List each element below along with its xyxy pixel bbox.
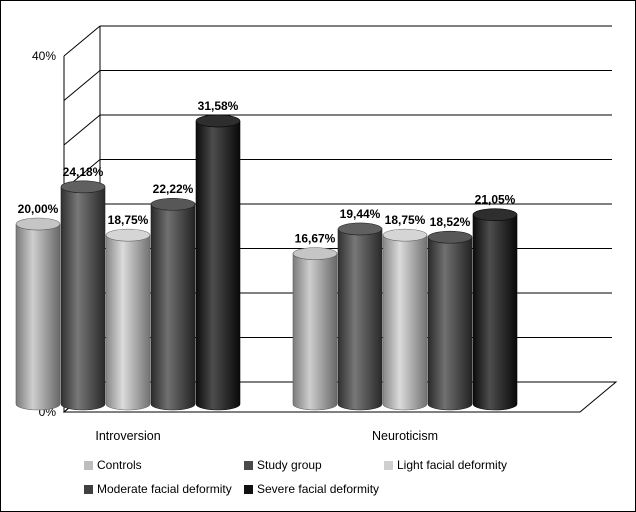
legend-swatch <box>84 484 93 494</box>
y-tick-label: 40% <box>32 49 56 63</box>
bar <box>382 235 428 411</box>
data-label: 19,44% <box>340 207 381 221</box>
legend-label: Moderate facial deformity <box>97 482 232 496</box>
legend-item: Light facial deformity <box>384 458 507 472</box>
legend-item: Study group <box>244 458 322 472</box>
bar-top <box>382 228 428 242</box>
bar <box>472 214 518 411</box>
legend-label: Light facial deformity <box>397 458 508 472</box>
data-label: 18,75% <box>385 213 426 227</box>
data-label: 20,00% <box>18 202 59 216</box>
x-tick-label: Neuroticism <box>372 429 438 443</box>
legend-swatch <box>384 460 393 470</box>
x-tick-label: Introversion <box>95 429 160 443</box>
legend-label: Study group <box>257 458 322 472</box>
data-label: 18,75% <box>108 213 149 227</box>
bar-top <box>472 208 518 221</box>
bar <box>150 204 196 411</box>
data-label: 22,22% <box>153 182 194 196</box>
data-label: 24,18% <box>63 165 104 179</box>
bar-top <box>150 197 196 211</box>
gridline-side-6 <box>63 114 101 146</box>
legend-swatch <box>244 484 253 494</box>
bar <box>337 228 383 411</box>
gridline-side-8 <box>63 25 101 57</box>
data-label: 16,67% <box>295 232 336 246</box>
bar-top <box>427 230 473 244</box>
bar-top <box>292 247 338 260</box>
bar-top <box>15 217 61 231</box>
bar-top <box>337 222 383 236</box>
bar-top <box>105 228 151 242</box>
gridline-side-7 <box>63 70 101 101</box>
legend-item: Severe facial deformity <box>244 482 379 496</box>
data-label: 21,05% <box>475 193 516 207</box>
bar <box>105 235 151 411</box>
bar <box>60 186 106 411</box>
data-label: 18,52% <box>430 215 471 229</box>
legend-label: Controls <box>97 458 142 472</box>
data-label: 31,58% <box>198 99 239 113</box>
bar-top <box>195 114 241 128</box>
legend-label: Severe facial deformity <box>257 482 380 496</box>
legend-swatch <box>244 460 253 470</box>
bar <box>195 120 241 411</box>
legend-item: Moderate facial deformity <box>84 482 232 496</box>
legend-swatch <box>84 460 93 470</box>
legend-item: Controls <box>84 458 142 472</box>
bar <box>15 223 61 411</box>
bar <box>292 253 338 411</box>
bar-top <box>60 180 106 194</box>
bar <box>427 237 473 411</box>
